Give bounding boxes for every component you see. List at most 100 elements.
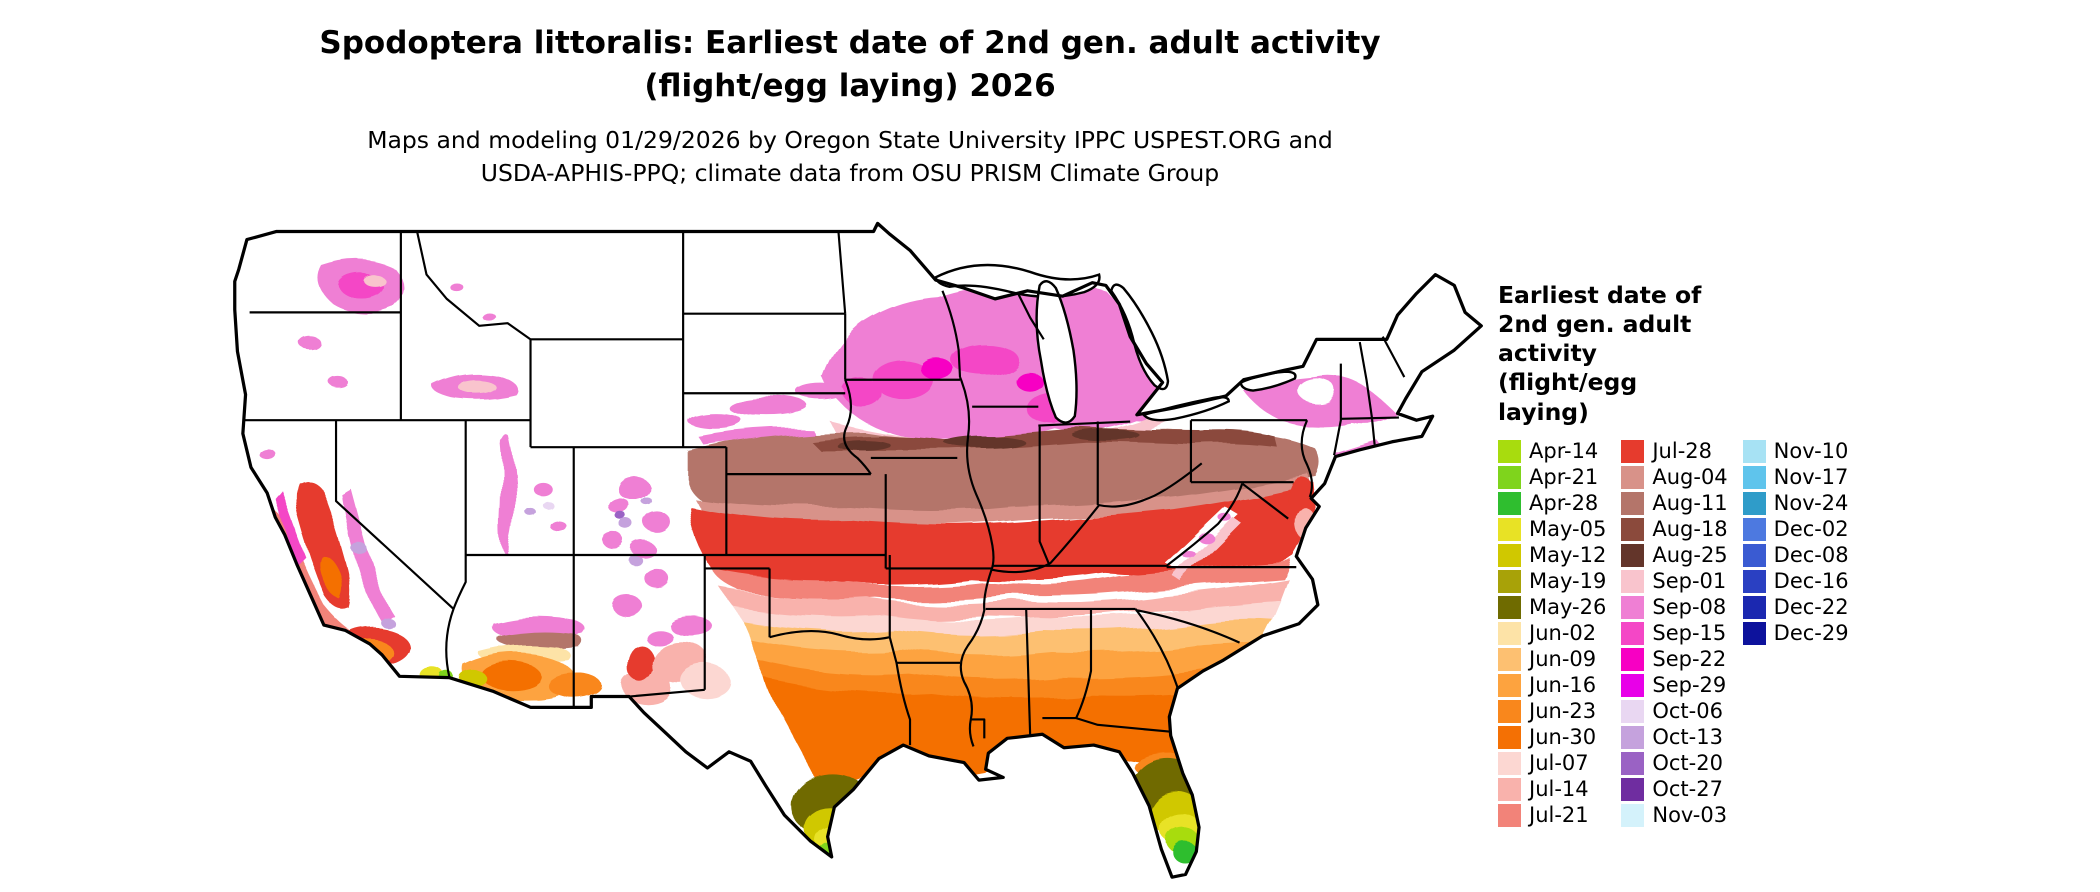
az-se-jun23: [549, 674, 604, 700]
ut-oct06-speck: [541, 499, 553, 508]
legend-date-label: Aug-18: [1652, 517, 1728, 542]
legend-date-label: Nov-17: [1773, 465, 1849, 490]
legend-entry: Aug-25: [1621, 543, 1728, 567]
page-title-line1: Spodoptera littoralis: Earliest date of …: [319, 25, 1381, 61]
coastrange-fringe: [275, 490, 307, 566]
legend-date-label: May-26: [1529, 595, 1607, 620]
subtitle: Maps and modeling 01/29/2026 by Oregon S…: [0, 124, 1700, 191]
ut-oct13-speck: [525, 507, 536, 516]
app-sep08-speck: [1182, 550, 1197, 560]
legend-swatch: [1498, 465, 1521, 489]
legend-swatch: [1621, 465, 1645, 489]
ca-oct13-speck: [380, 617, 395, 628]
band-sep08-stripe: [697, 427, 815, 445]
legend-date-label: Nov-10: [1773, 439, 1849, 464]
az-phoenix-jun30: [481, 662, 542, 690]
wtx-sep08-speck: [643, 627, 671, 644]
legend-date-label: Sep-22: [1652, 647, 1727, 672]
ca-valley-jun30: [320, 557, 345, 601]
legend-entry: Jun-16: [1498, 673, 1606, 698]
legend-entry: Apr-21: [1498, 465, 1606, 490]
legend-swatch: [1742, 491, 1766, 515]
legend-swatch: [1498, 699, 1521, 723]
legend-column-1: Apr-14 Apr-21 Apr-28 May-05 May-12 May-19 May-…: [1498, 439, 1607, 828]
legend-swatch: [1742, 543, 1766, 567]
legend-date-label: Aug-11: [1652, 491, 1728, 516]
band-aug18-stripe: [808, 428, 1278, 450]
band-aug25-speck: [1072, 429, 1140, 441]
legend-columns: Apr-14 Apr-21 Apr-28 May-05 May-12 May-19 May-…: [1498, 439, 1918, 828]
legend-entry: Sep-15: [1621, 621, 1727, 645]
legend-swatch: [1621, 569, 1645, 593]
us-map-svg: [233, 221, 1483, 879]
legend-date-label: Jun-02: [1529, 621, 1597, 646]
legend-swatch: [1498, 803, 1521, 827]
legend-title: Earliest date of 2nd gen. adult activity…: [1498, 281, 1702, 426]
legend-date-label: Dec-08: [1773, 543, 1849, 568]
legend-date-label: Nov-24: [1773, 491, 1849, 516]
legend-swatch: [1742, 517, 1766, 541]
ut-sep08-speck: [531, 480, 551, 495]
legend-swatch: [1498, 595, 1521, 619]
co-sep08-speck: [643, 511, 671, 534]
legend-date-label: Jul-21: [1529, 803, 1589, 828]
legend-entry: Jul-28: [1621, 439, 1727, 464]
legend-swatch: [1742, 439, 1766, 463]
nm-sep08-speck: [603, 533, 626, 550]
legend-swatch: [1498, 439, 1521, 463]
lake-michigan: [1035, 280, 1078, 424]
app-sep08-speck: [1197, 532, 1214, 543]
legend-entry: Sep-01: [1621, 569, 1727, 593]
legend-swatch: [1498, 517, 1521, 541]
page-title-line2: (flight/egg laying) 2026: [644, 67, 1056, 104]
wtx-sep08-speck: [668, 615, 712, 635]
legend-entry: Dec-02: [1742, 517, 1849, 542]
legend-entry: Oct-27: [1621, 777, 1727, 801]
legend-date-label: Dec-29: [1773, 621, 1849, 646]
legend-entry: Sep-08: [1621, 595, 1727, 620]
legend-date-label: Apr-21: [1529, 465, 1599, 490]
band-sep15-speck: [843, 379, 882, 407]
band-jul21-stripe: [714, 560, 1293, 601]
nm-oct13-speck: [629, 555, 643, 566]
legend-entry: Aug-11: [1621, 491, 1728, 516]
band-aug04-stripe: [693, 474, 1312, 525]
legend-swatch: [1621, 673, 1645, 697]
band-sep22-speck: [1014, 370, 1042, 390]
legend-entry: May-26: [1498, 595, 1607, 620]
legend-swatch: [1498, 673, 1521, 697]
legend-swatch: [1498, 491, 1521, 515]
legend-date-label: Sep-08: [1652, 595, 1727, 620]
co-oct20-speck: [616, 513, 628, 522]
legend-swatch: [1621, 699, 1645, 723]
legend-date-label: Nov-03: [1652, 803, 1728, 828]
us-map: [228, 218, 1484, 892]
legend-date-label: Dec-02: [1773, 517, 1849, 542]
co-oct13-speck: [641, 497, 653, 506]
legend-entry: Jul-14: [1498, 777, 1606, 801]
legend-date-label: Dec-22: [1773, 595, 1849, 620]
co-sep08-speck: [631, 541, 657, 558]
legend-date-label: Jun-16: [1529, 673, 1597, 698]
subtitle-line2: USDA-APHIS-PPQ; climate data from OSU PR…: [480, 158, 1220, 187]
legend-swatch: [1498, 725, 1521, 749]
state-boundaries: [244, 231, 1406, 747]
or-sep08-speck: [298, 335, 320, 349]
legend-swatch: [1621, 517, 1645, 541]
legend-date-label: Jun-09: [1529, 647, 1597, 672]
legend-entry: Jun-23: [1498, 699, 1606, 723]
legend-swatch: [1742, 569, 1766, 593]
legend-entry: Jul-21: [1498, 803, 1606, 828]
header: Spodoptera littoralis: Earliest date of …: [0, 22, 1700, 190]
lake-superior: [934, 263, 1101, 299]
legend-swatch: [1621, 647, 1645, 671]
legend-entry: Jun-30: [1498, 725, 1606, 750]
legend-date-label: Jun-30: [1529, 725, 1597, 750]
legend-date-label: Aug-04: [1652, 465, 1728, 490]
legend-entry: Sep-29: [1621, 673, 1727, 697]
legend-swatch: [1498, 569, 1521, 593]
legend-date-label: Jul-28: [1652, 439, 1712, 464]
legend-date-label: May-19: [1529, 569, 1607, 594]
az-brown-ring: [496, 631, 583, 650]
